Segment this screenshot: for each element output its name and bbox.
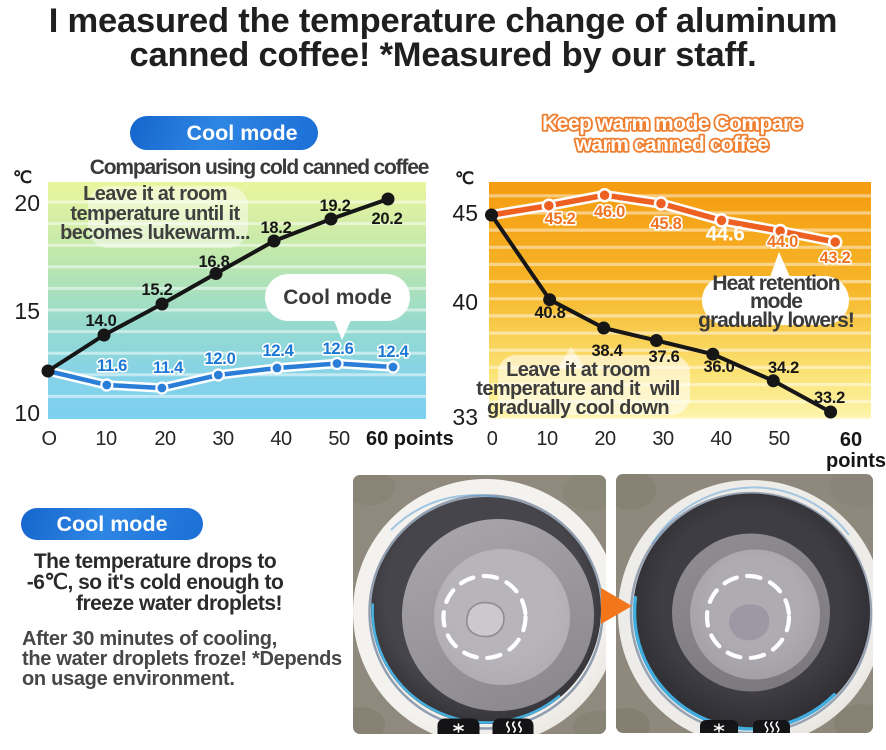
svg-text:34.2: 34.2 (768, 359, 799, 377)
svg-text:11.4: 11.4 (153, 359, 184, 377)
svg-text:12.0: 12.0 (205, 350, 236, 368)
svg-text:44.6: 44.6 (706, 223, 745, 246)
svg-text:14.0: 14.0 (86, 312, 117, 330)
svg-text:12.4: 12.4 (263, 342, 295, 360)
svg-text:12.6: 12.6 (323, 340, 354, 358)
svg-text:16.8: 16.8 (199, 253, 230, 271)
svg-text:warm canned coffee: warm canned coffee (575, 133, 769, 156)
svg-text:Keep warm mode Compare: Keep warm mode Compare (542, 112, 802, 135)
svg-text:36.0: 36.0 (704, 358, 735, 376)
svg-text:18.2: 18.2 (261, 219, 292, 237)
svg-text:46.0: 46.0 (594, 203, 625, 221)
svg-text:33.2: 33.2 (814, 389, 845, 407)
svg-text:38.4: 38.4 (592, 342, 624, 360)
svg-text:37.6: 37.6 (649, 348, 680, 366)
svg-text:11.6: 11.6 (97, 357, 127, 375)
svg-text:12.4: 12.4 (378, 343, 410, 361)
svg-text:15.2: 15.2 (142, 281, 173, 299)
svg-text:40.8: 40.8 (535, 304, 566, 322)
svg-text:19.2: 19.2 (320, 197, 351, 215)
svg-text:44.0: 44.0 (767, 233, 798, 251)
svg-text:45.8: 45.8 (651, 215, 682, 233)
svg-text:45.2: 45.2 (545, 210, 576, 228)
svg-text:43.2: 43.2 (820, 249, 851, 267)
svg-text:20.2: 20.2 (372, 210, 403, 228)
